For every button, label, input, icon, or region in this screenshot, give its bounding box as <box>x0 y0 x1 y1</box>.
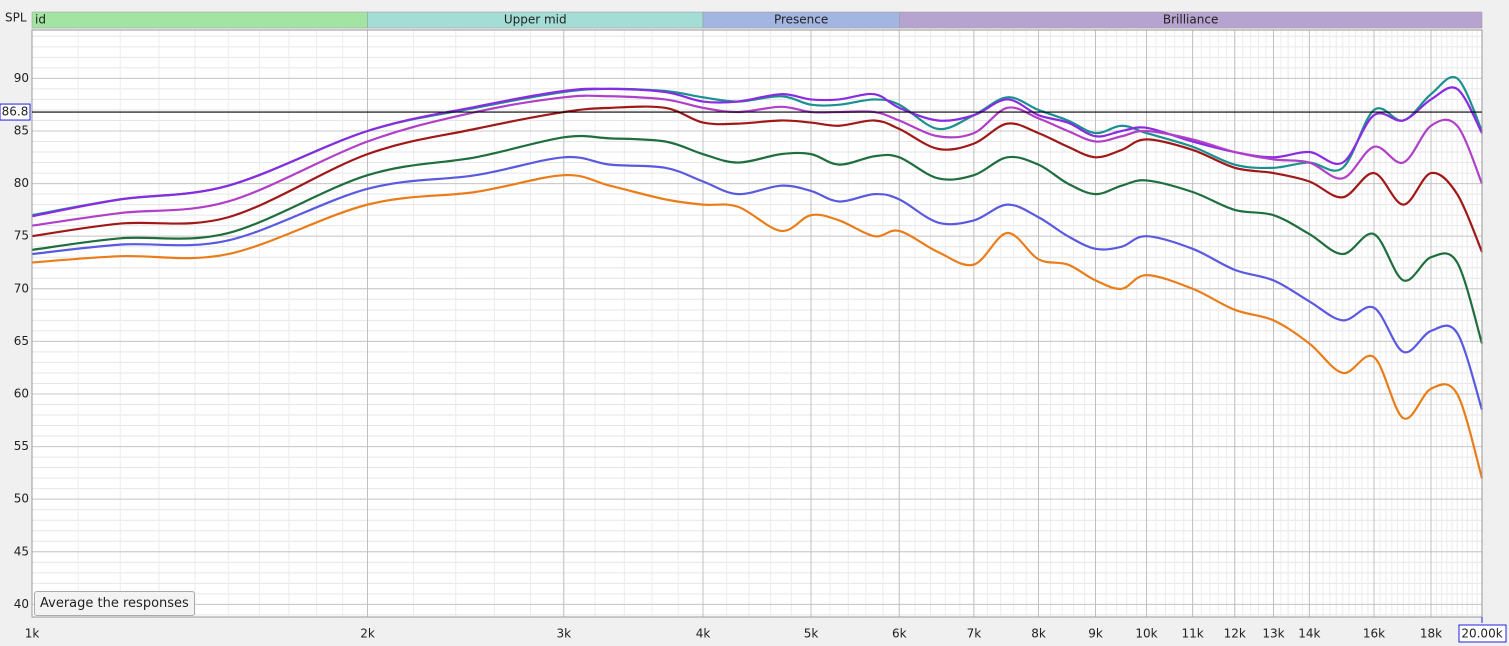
response-line <box>31 94 1484 227</box>
response-line <box>31 134 1484 344</box>
response-line <box>31 75 1484 217</box>
x-tick-label: 14k <box>1298 627 1320 641</box>
response-line <box>31 105 1484 253</box>
band-label: Brilliance <box>1163 13 1218 27</box>
x-tick-label: 6k <box>892 627 907 641</box>
y-axis-label: SPL <box>5 11 27 25</box>
y-tick-label: 50 <box>14 492 29 506</box>
plot-area <box>32 30 1482 617</box>
y-tick-label: 85 <box>14 123 29 137</box>
band-label: Upper mid <box>504 13 567 27</box>
band-label: id <box>35 13 46 27</box>
cursor-x-label: 20.00k <box>1461 627 1502 641</box>
y-tick-label: 60 <box>14 386 29 400</box>
x-tick-label: 7k <box>967 627 982 641</box>
band <box>899 11 1483 29</box>
y-tick-label: 45 <box>14 544 29 558</box>
y-tick-label: 80 <box>14 176 29 190</box>
band-label: Presence <box>774 13 828 27</box>
y-tick-label: 65 <box>14 334 29 348</box>
x-tick-label: 18k <box>1420 627 1442 641</box>
y-tick-label: 75 <box>14 229 29 243</box>
y-tick-label: 55 <box>14 439 29 453</box>
response-line <box>31 86 1483 218</box>
cursor-x-box <box>1458 624 1507 643</box>
y-tick-label: 40 <box>14 597 29 611</box>
response-line <box>31 155 1484 411</box>
x-tick-label: 9k <box>1088 627 1103 641</box>
x-tick-label: 3k <box>556 627 571 641</box>
x-tick-label: 5k <box>804 627 819 641</box>
x-tick-label: 1k <box>25 627 40 641</box>
x-tick-label: 2k <box>360 627 375 641</box>
x-tick-label: 10k <box>1135 627 1157 641</box>
cursor-y-label: 86.8 <box>2 105 29 119</box>
y-tick-label: 90 <box>14 71 29 85</box>
x-tick-label: 4k <box>696 627 711 641</box>
band <box>31 11 368 29</box>
y-tick-label: 70 <box>14 281 29 295</box>
x-tick-label: 16k <box>1363 627 1385 641</box>
plot-border <box>31 29 1483 618</box>
x-tick-label: 8k <box>1031 627 1046 641</box>
average-button[interactable]: Average the responses <box>34 591 195 616</box>
x-tick-label: 12k <box>1224 627 1246 641</box>
cursor-y-box <box>0 103 31 121</box>
response-line <box>31 174 1484 479</box>
x-tick-label: 11k <box>1182 627 1204 641</box>
x-tick-label: 13k <box>1262 627 1284 641</box>
